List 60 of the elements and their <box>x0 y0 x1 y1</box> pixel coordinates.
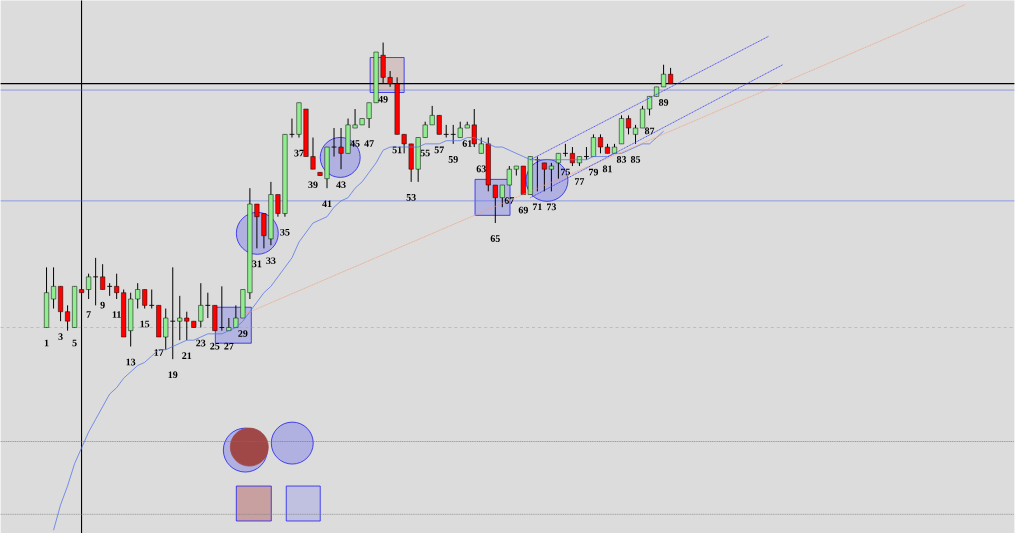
x-tick-label: 23 <box>196 339 206 347</box>
x-tick-label: 11 <box>112 311 121 318</box>
x-tick-label: 41 <box>322 200 332 208</box>
candlestick <box>51 267 57 310</box>
x-tick-label: 53 <box>406 194 416 201</box>
x-tick-label: 27 <box>224 343 234 350</box>
x-tick-label: 1 <box>44 339 49 347</box>
candlestick <box>289 118 295 139</box>
x-tick-label: 87 <box>644 127 655 135</box>
x-tick-label: 13 <box>126 358 136 366</box>
x-tick-label: 59 <box>448 156 458 163</box>
x-tick-label: 73 <box>546 203 557 211</box>
x-tick-label: 37 <box>294 149 304 157</box>
candlestick <box>65 305 71 332</box>
x-tick-label: 19 <box>168 371 178 379</box>
x-tick-label: 31 <box>252 260 262 268</box>
x-tick-label: 7 <box>86 311 91 318</box>
x-tick-label: 9 <box>100 301 105 309</box>
candlestick <box>647 96 653 117</box>
x-tick-label: 63 <box>476 165 486 173</box>
x-tick-label: 75 <box>561 168 571 176</box>
candlestick <box>555 153 561 180</box>
x-tick-label: 83 <box>616 156 627 163</box>
x-tick-label: 21 <box>182 352 192 360</box>
candlestick <box>626 115 632 136</box>
x-tick-label: 45 <box>350 140 360 148</box>
candlestick <box>443 124 450 139</box>
x-tick-label: 47 <box>364 140 374 147</box>
candlestick <box>633 124 639 145</box>
x-tick-label: 35 <box>280 229 290 236</box>
x-tick-label: 55 <box>420 149 430 157</box>
x-tick-label: 25 <box>210 343 220 350</box>
x-tick-label: 77 <box>575 178 585 185</box>
x-tick-label: 33 <box>266 257 276 265</box>
candlestick <box>569 146 575 167</box>
candlestick <box>548 162 554 193</box>
x-tick-label: 89 <box>658 99 669 106</box>
x-tick-label: 57 <box>434 146 444 154</box>
candlestick <box>562 143 569 158</box>
x-tick-label: 17 <box>154 349 164 356</box>
candlestick <box>541 162 547 193</box>
x-tick-label: 29 <box>238 330 248 338</box>
x-tick-label: 69 <box>518 206 528 214</box>
x-tick-label: 81 <box>602 165 612 173</box>
x-tick-label: 85 <box>630 156 641 163</box>
x-tick-label: 65 <box>490 235 500 243</box>
x-tick-label: 61 <box>462 140 472 148</box>
candlestick <box>597 134 603 155</box>
x-tick-label: 79 <box>589 168 599 176</box>
candlestick <box>331 127 337 158</box>
x-tick-label: 3 <box>58 333 63 341</box>
x-tick-label: 15 <box>140 320 150 328</box>
x-tick-label: 43 <box>336 181 346 189</box>
x-tick-label: 5 <box>72 339 77 347</box>
x-tick-label: 49 <box>378 96 388 103</box>
x-tick-label: 71 <box>532 203 542 211</box>
x-tick-label: 67 <box>504 197 515 205</box>
x-tick-label: 51 <box>392 146 402 154</box>
candlestick <box>640 105 646 129</box>
x-tick-label: 39 <box>308 181 318 189</box>
